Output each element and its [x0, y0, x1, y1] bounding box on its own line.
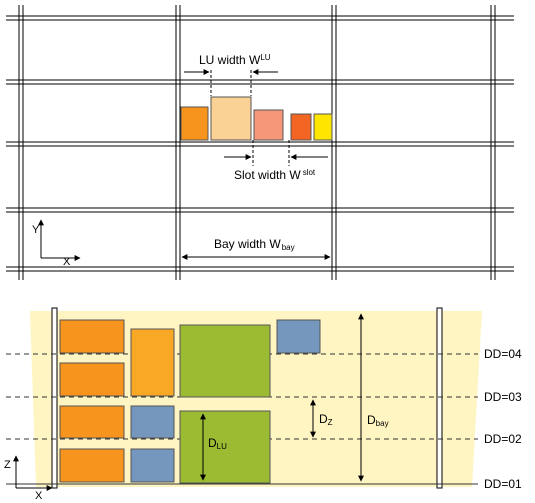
- side-view: DD=04 DD=03 DD=02 DD=01 DLU DZ Dbay: [4, 307, 522, 502]
- load-unit-light-orange: [210, 96, 252, 141]
- load-unit-orange: [59, 319, 125, 354]
- upright-left: [51, 307, 58, 489]
- load-unit-blue: [276, 319, 321, 354]
- load-unit-green: [179, 324, 271, 398]
- load-unit-blue: [130, 448, 175, 483]
- axis-x-label: X: [63, 256, 71, 268]
- zx-axes: [13, 455, 53, 491]
- load-unit-salmon: [253, 109, 284, 141]
- rack-posts: [18, 5, 496, 280]
- axis-z-label: Z: [4, 459, 11, 471]
- level-label-03: DD=03: [484, 390, 522, 404]
- upright-right: [436, 307, 443, 489]
- axis-x-label: X: [35, 490, 43, 502]
- bay-width-label: Bay width Wbay: [214, 237, 295, 252]
- load-unit-dark-orange: [290, 113, 312, 141]
- axis-y-label: Y: [32, 224, 40, 236]
- load-unit-yellow: [313, 113, 333, 141]
- slot-width-dimension: [224, 140, 328, 166]
- load-unit-orange: [59, 362, 125, 397]
- level-label-01: DD=01: [484, 477, 522, 491]
- d-z-label: DZ: [319, 412, 333, 427]
- lu-width-dimension: [184, 69, 278, 96]
- load-unit-tall-orange: [130, 328, 175, 397]
- lu-width-label: LU width WLU: [199, 53, 271, 67]
- load-unit-orange: [59, 448, 125, 483]
- d-lu-label: DLU: [208, 436, 227, 451]
- load-unit-orange: [59, 405, 125, 439]
- xy-axes: [38, 219, 81, 261]
- level-label-04: DD=04: [484, 347, 522, 361]
- d-bay-label: Dbay: [367, 413, 389, 428]
- load-unit-green: [179, 410, 271, 484]
- level-label-02: DD=02: [484, 432, 522, 446]
- load-unit-blue: [130, 405, 175, 439]
- rack-beams: [6, 15, 514, 272]
- load-unit-orange: [180, 106, 209, 141]
